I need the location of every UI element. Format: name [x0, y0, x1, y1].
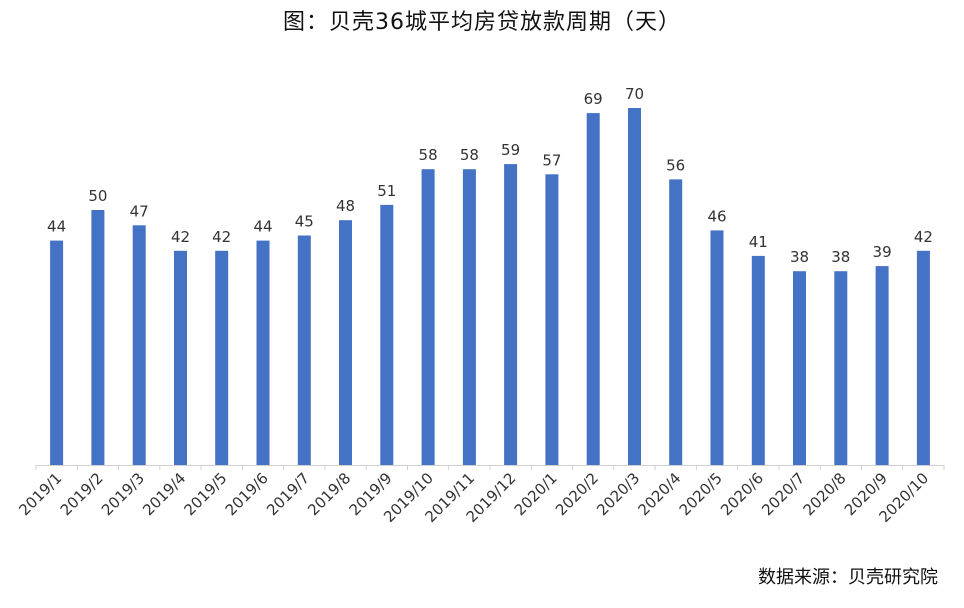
bar-2020/8: [834, 271, 848, 465]
data-label-2020/7: 38: [790, 248, 809, 266]
data-label-2019/6: 44: [253, 218, 272, 236]
bar-2019/3: [132, 225, 146, 465]
data-label-2020/2: 69: [584, 90, 603, 108]
bar-2020/5: [710, 230, 724, 465]
x-tick-label-2020/5: 2020/5: [676, 469, 726, 519]
x-axis-ticks-group: 2019/12019/22019/32019/42019/52019/62019…: [15, 465, 945, 526]
bar-2020/9: [875, 266, 889, 465]
bar-2019/6: [256, 240, 270, 465]
x-tick-label-2019/8: 2019/8: [304, 469, 354, 519]
bar-2019/1: [50, 240, 64, 465]
x-tick-label-2019/3: 2019/3: [98, 469, 148, 519]
data-label-2019/7: 45: [295, 213, 314, 231]
data-label-2020/1: 57: [542, 151, 561, 169]
data-label-2020/8: 38: [831, 248, 850, 266]
data-label-2019/2: 50: [88, 187, 107, 205]
source-note: 数据来源：贝壳研究院: [758, 567, 938, 588]
data-label-2020/10: 42: [914, 228, 933, 246]
data-label-2019/12: 59: [501, 141, 520, 159]
x-tick-label-2019/7: 2019/7: [263, 469, 313, 519]
x-tick-label-2020/1: 2020/1: [511, 469, 561, 519]
bar-2020/10: [916, 250, 930, 465]
bar-2020/6: [751, 255, 765, 465]
bar-2019/5: [215, 250, 229, 465]
data-label-2019/11: 58: [460, 146, 479, 164]
bar-2019/8: [339, 220, 352, 465]
data-label-2019/8: 48: [336, 197, 355, 215]
x-tick-label-2019/2: 2019/2: [57, 469, 107, 519]
x-tick-label-2020/3: 2020/3: [593, 469, 643, 519]
bar-2019/4: [174, 250, 187, 465]
data-label-2019/1: 44: [47, 218, 66, 236]
bars-group: [50, 108, 930, 466]
data-label-2020/9: 39: [873, 243, 892, 261]
x-tick-label-2020/4: 2020/4: [634, 469, 684, 519]
data-label-2020/5: 46: [707, 207, 726, 225]
data-labels-group: 44 50 47 42 42 44 45 48 51 58 58 59 57 69 70 56 46 41 38 38…: [47, 85, 933, 266]
x-tick-label-2020/8: 2020/8: [800, 469, 850, 519]
bar-2020/4: [669, 179, 683, 465]
x-tick-label-2020/2: 2020/2: [552, 469, 602, 519]
data-label-2020/6: 41: [749, 233, 768, 251]
bar-2019/9: [380, 204, 394, 465]
data-label-2019/3: 47: [130, 202, 149, 220]
data-label-2019/5: 42: [212, 228, 231, 246]
x-tick-label-2020/7: 2020/7: [758, 469, 808, 519]
bar-2019/11: [462, 169, 476, 465]
chart-title: 图：贝壳36城平均房贷放款周期（天）: [283, 10, 681, 35]
bar-2019/12: [504, 164, 518, 465]
x-tick-label-2020/6: 2020/6: [717, 469, 767, 519]
bar-2020/2: [586, 113, 600, 465]
bar-2019/10: [421, 169, 435, 465]
bar-chart: 44 50 47 42 42 44 45 48 51 58 58 59 57 69 70 56 46 41 38 38…: [15, 85, 945, 526]
x-tick-label-2019/5: 2019/5: [180, 469, 230, 519]
data-label-2020/4: 56: [666, 156, 685, 174]
data-label-2020/3: 70: [625, 85, 644, 103]
bar-2020/3: [628, 108, 641, 465]
bar-2020/1: [545, 174, 559, 466]
bar-2019/2: [91, 210, 105, 465]
bar-2019/7: [297, 235, 311, 465]
bar-2020/7: [793, 271, 806, 465]
x-tick-label-2019/4: 2019/4: [139, 469, 189, 519]
x-tick-label-2019/1: 2019/1: [15, 469, 65, 519]
data-label-2019/10: 58: [419, 146, 438, 164]
data-label-2019/9: 51: [377, 182, 396, 200]
data-label-2019/4: 42: [171, 228, 190, 246]
x-tick-label-2019/6: 2019/6: [222, 469, 272, 519]
